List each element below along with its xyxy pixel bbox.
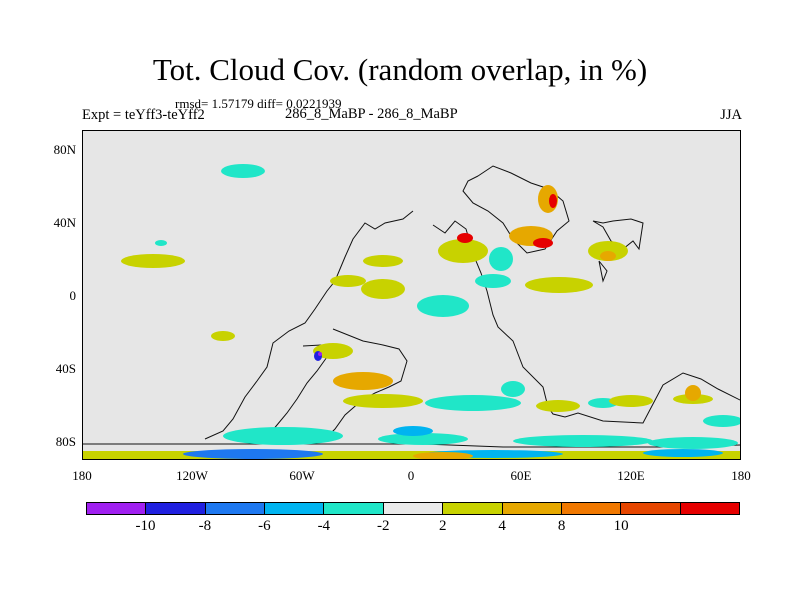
colorbar-label: 2 [438,518,447,534]
colorbar-swatch [621,503,681,514]
plot-title: Tot. Cloud Cov. (random overlap, in %) [152,52,648,87]
stats-text: rmsd= 1.57179 diff= 0.0221939 [175,96,342,111]
colorbar-swatch [87,503,147,514]
x-tick-label: 60E [510,468,532,483]
colorbar [86,502,740,515]
y-tick-label: 40S [55,361,76,376]
colorbar-swatch [324,503,384,514]
colorbar-label: -10 [135,518,156,534]
colorbar-label: 8 [557,518,566,534]
x-tick-label: 60W [289,468,315,483]
colorbar-label: -8 [198,518,212,534]
colorbar-swatch [265,503,325,514]
x-tick-label: 180 [72,468,92,483]
colorbar-label: 10 [613,518,629,534]
y-tick-label: 80N [53,142,76,157]
anomaly-patches [83,164,740,459]
colorbar-swatch [680,503,739,514]
x-tick-label: 180 [731,468,751,483]
colorbar-swatch [561,503,622,514]
colorbar-swatch [383,503,444,514]
y-tick-label: 0 [69,288,77,303]
map-graphic [83,164,740,459]
experiment-label: Expt = teYff3-teYff2 [82,107,205,123]
x-tick-label: 120E [617,468,645,483]
colorbar-swatch [205,503,266,514]
y-tick-label: 80S [55,434,76,449]
colorbar-label: 4 [498,518,506,534]
colorbar-swatch [146,503,206,514]
season-label: JJA [720,107,742,123]
colorbar-label: -2 [377,518,390,534]
colorbar-label: -6 [258,518,271,534]
y-tick-label: 40N [53,215,76,230]
x-tick-label: 120W [176,468,208,483]
colorbar-swatch [443,503,503,514]
colorbar-label: -4 [317,518,331,534]
center-label: 286_8_MaBP - 286_8_MaBP [285,106,458,122]
x-tick-label: 0 [407,468,415,483]
colorbar-swatch [502,503,562,514]
map-panel [82,130,741,460]
